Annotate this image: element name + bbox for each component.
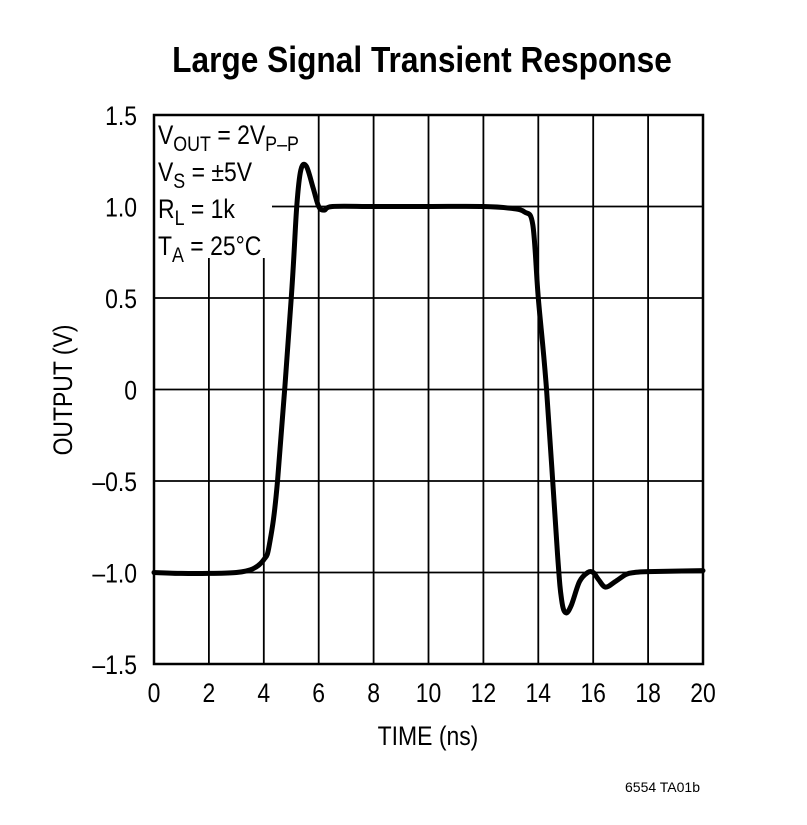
- plot-frame: [152, 113, 705, 666]
- y-tick-label: 0.5: [105, 284, 137, 314]
- y-axis-label: OUTPUT (V): [48, 325, 78, 456]
- x-tick-label: 6: [312, 678, 325, 708]
- annotation-line: VOUT = 2VP–P: [158, 120, 299, 156]
- y-tick-label: 1.5: [105, 101, 137, 131]
- tick-labels: 0 2 4 6 8 10 12 14 16 18 20 1.5 1.0 0.5 0 –0.5 –1.0 –1.5: [92, 101, 715, 708]
- y-tick-label: –1.0: [92, 559, 137, 589]
- x-tick-label: 0: [148, 678, 161, 708]
- annotation-box: [154, 116, 272, 258]
- annotation-line: TA = 25°C: [158, 231, 261, 267]
- annotation-line: VS = ±5V: [158, 157, 252, 193]
- y-tick-label: –1.5: [92, 650, 137, 680]
- x-tick-label: 18: [635, 678, 661, 708]
- series-line-output: [151, 161, 706, 616]
- x-tick-label: 14: [526, 678, 552, 708]
- x-axis-label: TIME (ns): [378, 721, 479, 751]
- chart-title: Large Signal Transient Response: [172, 40, 672, 80]
- annotation-line: RL = 1k: [158, 194, 235, 230]
- y-tick-label: –0.5: [92, 467, 137, 497]
- y-tick-label: 1.0: [105, 193, 137, 223]
- figure-code: 6554 TA01b: [625, 779, 700, 795]
- x-tick-label: 4: [257, 678, 270, 708]
- x-tick-label: 10: [416, 678, 442, 708]
- x-tick-label: 2: [203, 678, 216, 708]
- y-tick-label: 0: [124, 376, 137, 406]
- x-tick-label: 20: [690, 678, 716, 708]
- x-tick-label: 8: [367, 678, 380, 708]
- x-tick-label: 12: [471, 678, 497, 708]
- x-tick-label: 16: [580, 678, 606, 708]
